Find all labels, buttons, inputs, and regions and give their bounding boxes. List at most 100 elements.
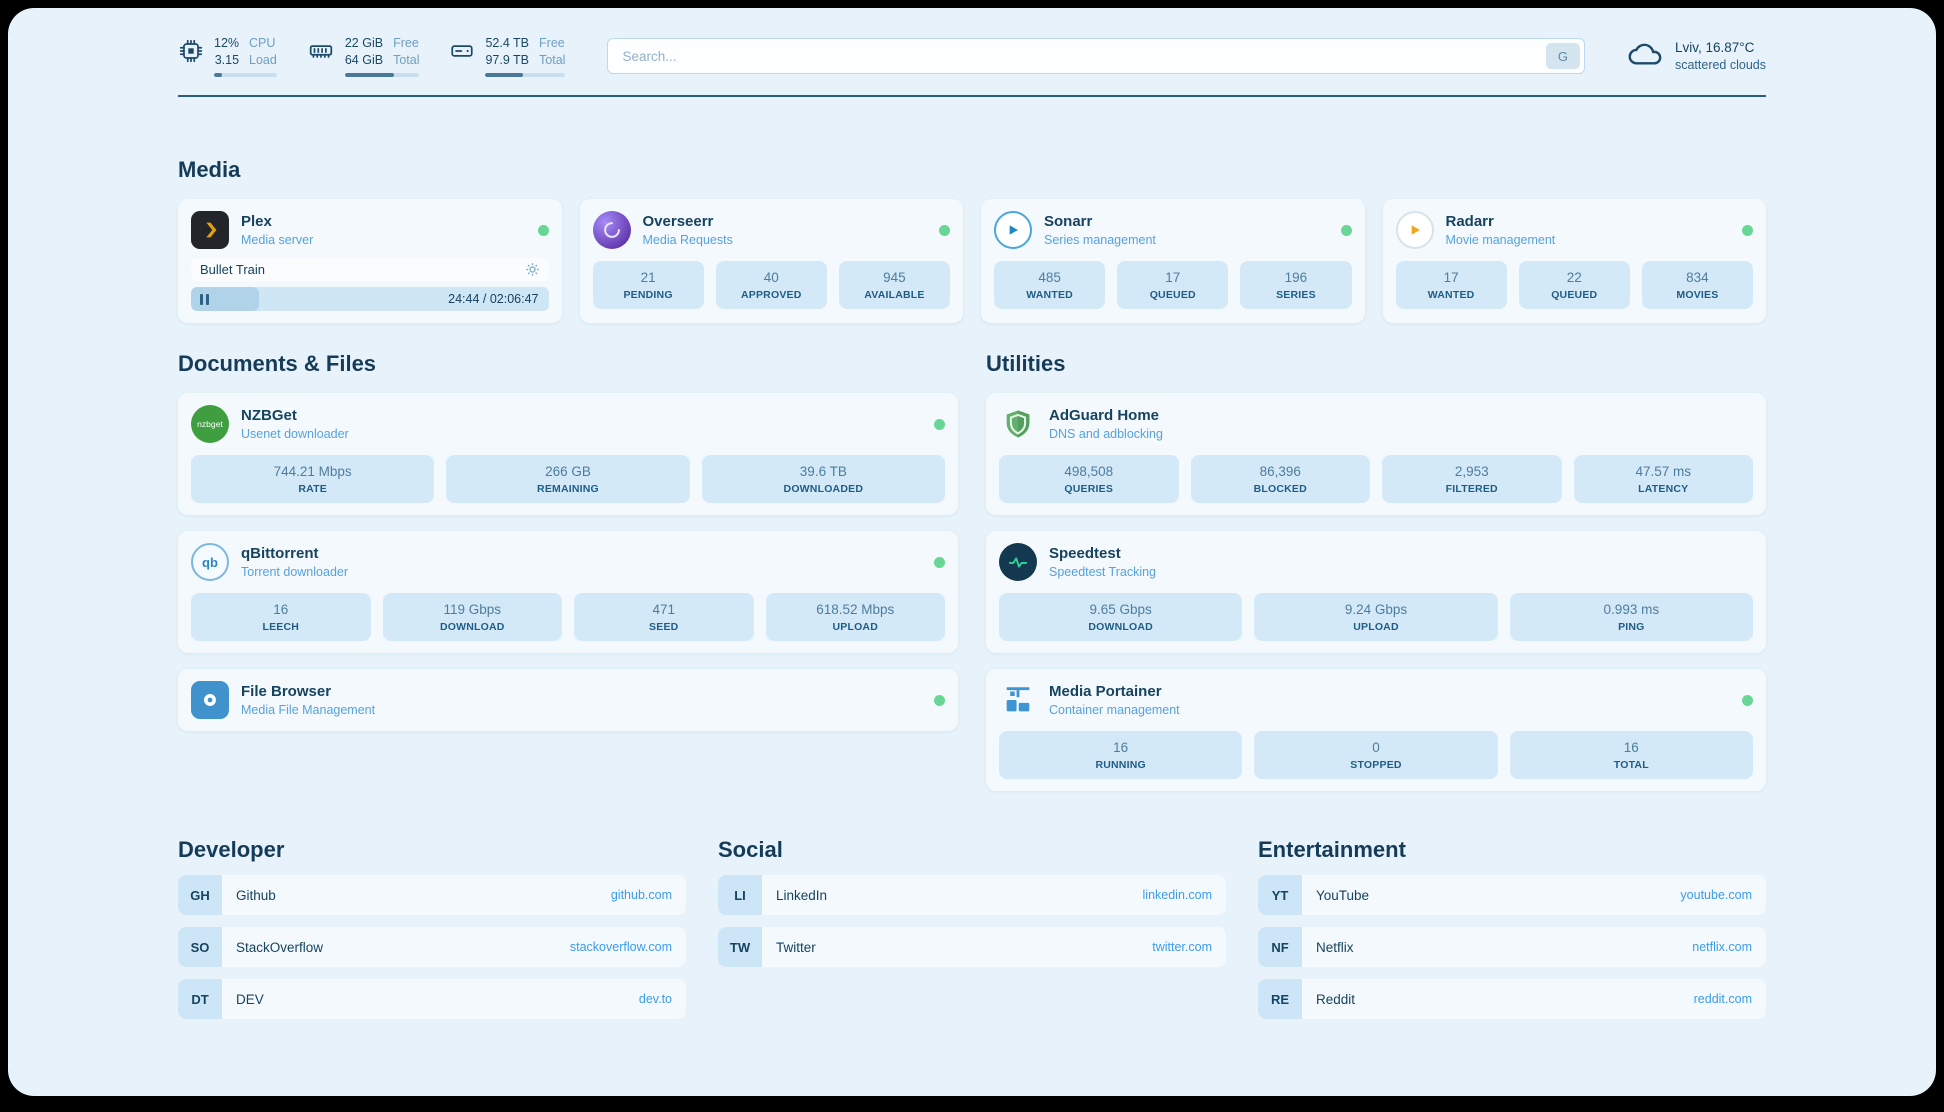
- service-subtitle: Media Requests: [642, 233, 733, 247]
- radarr-icon: [1395, 211, 1434, 249]
- stat-value: 16: [1113, 740, 1129, 755]
- stat-label: QUEUED: [1551, 289, 1598, 301]
- disk-progress-bar: [485, 73, 566, 77]
- stat-label: PING: [1618, 621, 1645, 633]
- stat-box: 16 LEECH: [191, 593, 371, 641]
- section-title-entertainment: Entertainment: [1258, 837, 1406, 862]
- status-dot: [939, 224, 950, 236]
- bookmark-github[interactable]: GH Github github.com: [178, 875, 686, 915]
- bookmark-abbr: YT: [1258, 875, 1302, 915]
- bookmark-stackoverflow[interactable]: SO StackOverflow stackoverflow.com: [178, 927, 686, 967]
- bookmark-domain: twitter.com: [1152, 940, 1212, 954]
- bookmark-linkedin[interactable]: LI LinkedIn linkedin.com: [718, 875, 1226, 915]
- service-name: AdGuard Home: [1049, 407, 1160, 424]
- stat-value: 86,396: [1259, 464, 1301, 479]
- service-name: Radarr: [1445, 213, 1494, 230]
- stat-value: 945: [883, 270, 906, 285]
- service-subtitle: Usenet downloader: [241, 427, 349, 441]
- bookmark-name: StackOverflow: [236, 939, 324, 955]
- stat-box: 196 SERIES: [1240, 261, 1352, 309]
- service-card-filebrowser[interactable]: File Browser Media File Management: [178, 669, 958, 731]
- bookmark-dev[interactable]: DT DEV dev.to: [178, 979, 686, 1019]
- search-provider-button[interactable]: G: [1545, 43, 1580, 69]
- media-card-grid: Plex Media server Bullet Train: [178, 199, 1766, 323]
- cpu-progress-bar: [214, 73, 277, 77]
- service-subtitle: DNS and adblocking: [1049, 427, 1163, 441]
- stat-label: FILTERED: [1445, 483, 1498, 495]
- search-input[interactable]: [607, 38, 1585, 74]
- bookmark-domain: stackoverflow.com: [569, 940, 672, 954]
- section-title-media: Media: [178, 157, 241, 182]
- resource-monitors: 12% 3.15 CPU Load: [178, 36, 566, 77]
- stat-label: UPLOAD: [832, 621, 879, 633]
- service-name: Sonarr: [1044, 213, 1093, 230]
- service-card-qbittorrent[interactable]: qb qBittorrent Torrent downloader 16 LEE…: [178, 531, 958, 653]
- status-dot: [934, 556, 945, 568]
- topbar: 12% 3.15 CPU Load: [8, 8, 1936, 77]
- cpu-load-value: 3.15: [214, 53, 240, 67]
- section-title-documents: Documents & Files: [178, 351, 377, 376]
- service-card-nzbget[interactable]: nzbget NZBGet Usenet downloader 744.21 M…: [178, 393, 958, 515]
- stat-label: PENDING: [623, 289, 673, 301]
- playback-progress-bar[interactable]: 24:44 / 02:06:47: [191, 287, 549, 311]
- service-card-speedtest[interactable]: Speedtest Speedtest Tracking 9.65 Gbps D…: [986, 531, 1766, 653]
- stat-box: 618.52 Mbps UPLOAD: [765, 593, 945, 641]
- bookmark-abbr: TW: [718, 927, 762, 967]
- bookmark-twitter[interactable]: TW Twitter twitter.com: [718, 927, 1226, 967]
- section-title-utilities: Utilities: [986, 351, 1066, 376]
- documents-column: Documents & Files nzbget NZBGet Usenet d…: [178, 323, 958, 731]
- cpu-load-label: Load: [249, 53, 277, 67]
- service-card-sonarr[interactable]: Sonarr Series management 485 WANTED 17 Q…: [981, 199, 1365, 323]
- plex-now-playing-widget: Bullet Train 24:44 / 02:06:47: [191, 258, 549, 311]
- pause-icon[interactable]: [200, 293, 209, 305]
- service-card-plex[interactable]: Plex Media server Bullet Train: [178, 199, 562, 323]
- bookmark-youtube[interactable]: YT YouTube youtube.com: [1258, 875, 1766, 915]
- stat-value: 16: [273, 602, 289, 617]
- service-subtitle: Media server: [241, 233, 314, 247]
- status-dot: [537, 224, 549, 236]
- memory-total-label: Total: [393, 53, 420, 67]
- stat-label: QUEUED: [1149, 289, 1196, 301]
- bookmark-domain: dev.to: [638, 992, 672, 1006]
- bookmark-name: LinkedIn: [776, 887, 828, 903]
- stat-label: UPLOAD: [1353, 621, 1399, 633]
- utilities-column: Utilities AdGuard Home: [986, 323, 1766, 791]
- cpu-usage-value: 12%: [214, 36, 240, 50]
- bookmark-reddit[interactable]: RE Reddit reddit.com: [1258, 979, 1766, 1019]
- service-subtitle: Series management: [1044, 233, 1156, 247]
- stat-box: 16 RUNNING: [999, 731, 1243, 779]
- stat-box: 22 QUEUED: [1518, 261, 1630, 309]
- service-card-radarr[interactable]: Radarr Movie management 17 WANTED 22 QUE…: [1382, 199, 1766, 323]
- disk-icon: [449, 38, 475, 77]
- stat-label: LATENCY: [1638, 483, 1689, 495]
- cloud-icon: [1627, 38, 1665, 73]
- stat-label: SERIES: [1276, 289, 1316, 301]
- service-card-adguard[interactable]: AdGuard Home DNS and adblocking 498,508 …: [986, 393, 1766, 515]
- stat-box: 0 STOPPED: [1254, 731, 1498, 779]
- bookmark-abbr: GH: [178, 875, 222, 915]
- stat-value: 0.993 ms: [1603, 602, 1660, 617]
- service-card-overseerr[interactable]: Overseerr Media Requests 21 PENDING 40 A…: [579, 199, 963, 323]
- status-dot: [934, 418, 945, 430]
- stat-label: QUERIES: [1064, 483, 1114, 495]
- gear-icon[interactable]: [525, 262, 540, 277]
- cpu-monitor: 12% 3.15 CPU Load: [178, 36, 277, 77]
- bookmark-name: Github: [236, 887, 276, 903]
- memory-total-value: 64 GiB: [344, 53, 384, 67]
- stat-value: 40: [763, 270, 779, 285]
- stat-box: 17 WANTED: [1395, 261, 1507, 309]
- bookmark-name: YouTube: [1316, 887, 1370, 903]
- stat-value: 9.24 Gbps: [1344, 602, 1408, 617]
- bookmark-netflix[interactable]: NF Netflix netflix.com: [1258, 927, 1766, 967]
- stat-label: RUNNING: [1095, 759, 1146, 771]
- stat-box: 471 SEED: [574, 593, 754, 641]
- memory-icon: [307, 38, 335, 77]
- stat-value: 196: [1284, 270, 1308, 285]
- stat-box: 0.993 ms PING: [1509, 593, 1753, 641]
- bookmark-domain: reddit.com: [1693, 992, 1752, 1006]
- cpu-chip-icon: [178, 38, 204, 77]
- bookmark-group-developer: Developer GH Github github.com SO StackO…: [178, 837, 686, 1019]
- bookmark-domain: linkedin.com: [1142, 888, 1212, 902]
- service-card-portainer[interactable]: Media Portainer Container management 16 …: [986, 669, 1766, 791]
- topbar-divider: [178, 95, 1766, 97]
